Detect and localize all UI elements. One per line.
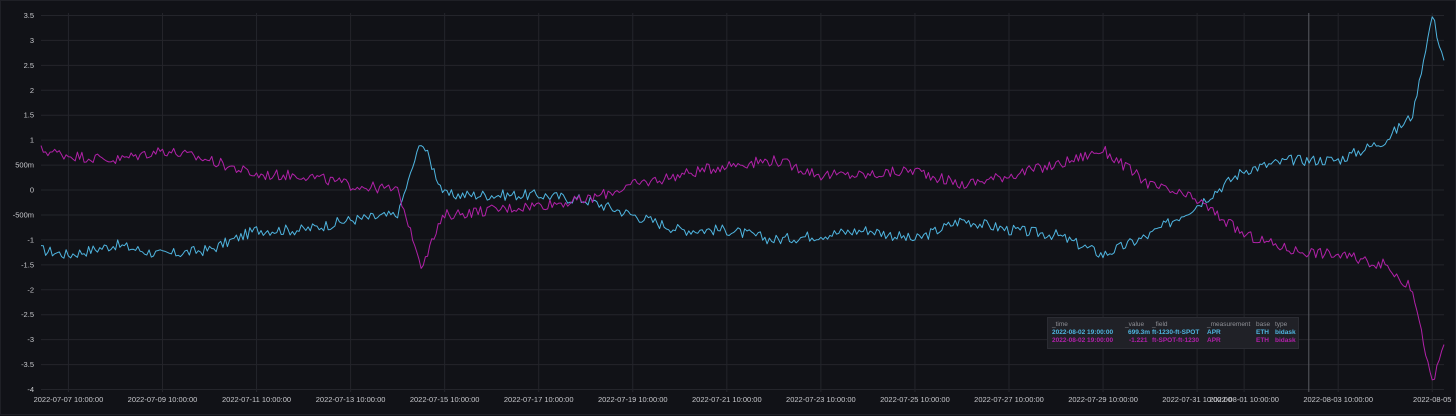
y-tick-label: -1 — [27, 235, 34, 244]
tooltip-header-type: type — [1275, 321, 1288, 328]
tooltip-header-value: _value — [1125, 321, 1145, 328]
tooltip-type: bidask — [1275, 337, 1296, 344]
tooltip-base: ETH — [1256, 329, 1269, 336]
tooltip-time: 2022-08-02 19:00:00 — [1052, 337, 1114, 344]
tooltip-measurement: APR — [1207, 329, 1221, 336]
x-tick-label: 2022-07-21 10:00:00 — [692, 395, 762, 404]
tooltip-value: -1.221 — [1129, 337, 1148, 344]
y-tick-label: -1.5 — [21, 260, 34, 269]
series-line-ft-SPOT-ft-1230 — [40, 145, 1445, 381]
x-tick-label: 2022-07-17 10:00:00 — [504, 395, 574, 404]
x-tick-label: 2022-08-03 10:00:00 — [1303, 395, 1373, 404]
tooltip-header-base: base — [1256, 321, 1271, 328]
y-tick-label: 2 — [30, 86, 34, 95]
x-tick-label: 2022-07-23 10:00:00 — [786, 395, 856, 404]
tooltip-field: ft-1230-ft-SPOT — [1152, 329, 1200, 336]
tooltip-header-field: _field — [1152, 321, 1168, 328]
x-tick-label: 2022-07-29 10:00:00 — [1068, 395, 1138, 404]
y-tick-label: 1.5 — [24, 111, 34, 120]
tooltip-header-time: _time — [1052, 321, 1068, 328]
y-tick-label: 3 — [30, 36, 34, 45]
x-tick-label: 2022-07-13 10:00:00 — [316, 395, 386, 404]
x-tick-label: 2022-07-15 10:00:00 — [410, 395, 480, 404]
x-tick-label: 2022-08-01 10:00:00 — [1209, 395, 1279, 404]
y-tick-label: 0 — [30, 186, 34, 195]
hover-tooltip: _time _value _field _measurement base ty… — [1047, 317, 1299, 349]
series-line-ft-1230-ft-SPOT — [40, 16, 1445, 259]
tooltip-type: bidask — [1275, 329, 1296, 336]
y-tick-label: 2.5 — [24, 61, 34, 70]
tooltip-time: 2022-08-02 19:00:00 — [1052, 329, 1114, 336]
x-tick-label: 2022-08-05 — [1413, 395, 1451, 404]
x-tick-label: 2022-07-19 10:00:00 — [598, 395, 668, 404]
y-tick-label: 3.5 — [24, 11, 34, 20]
x-tick-label: 2022-07-11 10:00:00 — [222, 395, 291, 404]
y-tick-label: -500m — [13, 210, 34, 219]
x-tick-label: 2022-07-07 10:00:00 — [34, 395, 104, 404]
y-tick-label: -3 — [27, 335, 34, 344]
x-tick-label: 2022-07-27 10:00:00 — [974, 395, 1044, 404]
x-tick-label: 2022-07-25 10:00:00 — [880, 395, 950, 404]
tooltip-field: ft-SPOT-ft-1230 — [1152, 337, 1199, 344]
y-tick-label: 500m — [15, 161, 34, 170]
x-axis-ticks: 2022-07-07 10:00:00 2022-07-09 10:00:00 20… — [34, 395, 1452, 404]
y-tick-label: -2 — [27, 285, 34, 294]
tooltip-base: ETH — [1256, 337, 1269, 344]
tooltip-value: 699.3m — [1128, 329, 1151, 336]
x-tick-label: 2022-07-31 10:00:00 — [1162, 395, 1232, 404]
tooltip-measurement: APR — [1207, 337, 1221, 344]
y-tick-label: -2.5 — [21, 310, 34, 319]
series — [40, 16, 1445, 381]
y-tick-label: 1 — [30, 136, 34, 145]
tooltip-header-measurement: _measurement — [1207, 321, 1251, 328]
y-tick-label: -3.5 — [21, 360, 34, 369]
x-tick-label: 2022-07-09 10:00:00 — [128, 395, 198, 404]
y-tick-label: -4 — [27, 385, 34, 394]
y-axis-ticks: 3.5 3 2.5 2 1.5 1 500m 0 -500m -1 -1.5 -2 -2.5 -3 -3.5… — [13, 11, 34, 394]
